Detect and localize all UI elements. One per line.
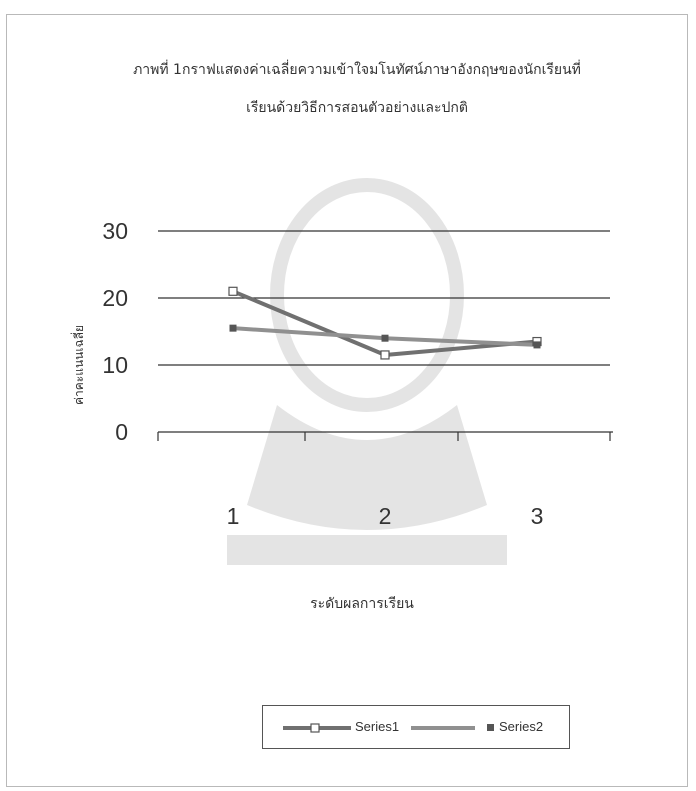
series1-point-1 <box>228 286 238 296</box>
x-axis-label: ระดับผลการเรียน <box>310 596 414 612</box>
legend-series2-marker <box>487 724 494 731</box>
y-axis-label: ค่าคะแนนเฉลี่ย <box>70 325 86 405</box>
x-tick-label: 1 <box>227 503 240 529</box>
y-tick-label: 10 <box>102 352 128 378</box>
legend-series1-marker <box>310 723 320 733</box>
series2-point-3 <box>533 341 541 349</box>
series-line-1 <box>231 289 539 357</box>
chart-title-line-1: ภาพที่ 1กราฟแสดงค่าเฉลี่ยความเข้าใจมโนทั… <box>133 62 581 78</box>
series1-point-2 <box>380 350 390 360</box>
y-tick-label: 0 <box>115 419 128 445</box>
chart-title-line-2: เรียนด้วยวิธีการสอนตัวอย่างและปกติ <box>246 100 468 116</box>
series2-point-1 <box>229 324 237 332</box>
x-tick-label: 3 <box>531 503 544 529</box>
x-tick-label: 2 <box>379 503 392 529</box>
legend-series1-label: Series1 <box>355 719 400 734</box>
y-tick-label: 20 <box>102 285 128 311</box>
legend-swatches <box>283 723 494 733</box>
series2-point-2 <box>381 334 389 342</box>
legend-series2-label: Series2 <box>499 719 544 734</box>
chart-legend: Series1 Series2 <box>262 705 570 749</box>
y-tick-label: 30 <box>102 218 128 244</box>
